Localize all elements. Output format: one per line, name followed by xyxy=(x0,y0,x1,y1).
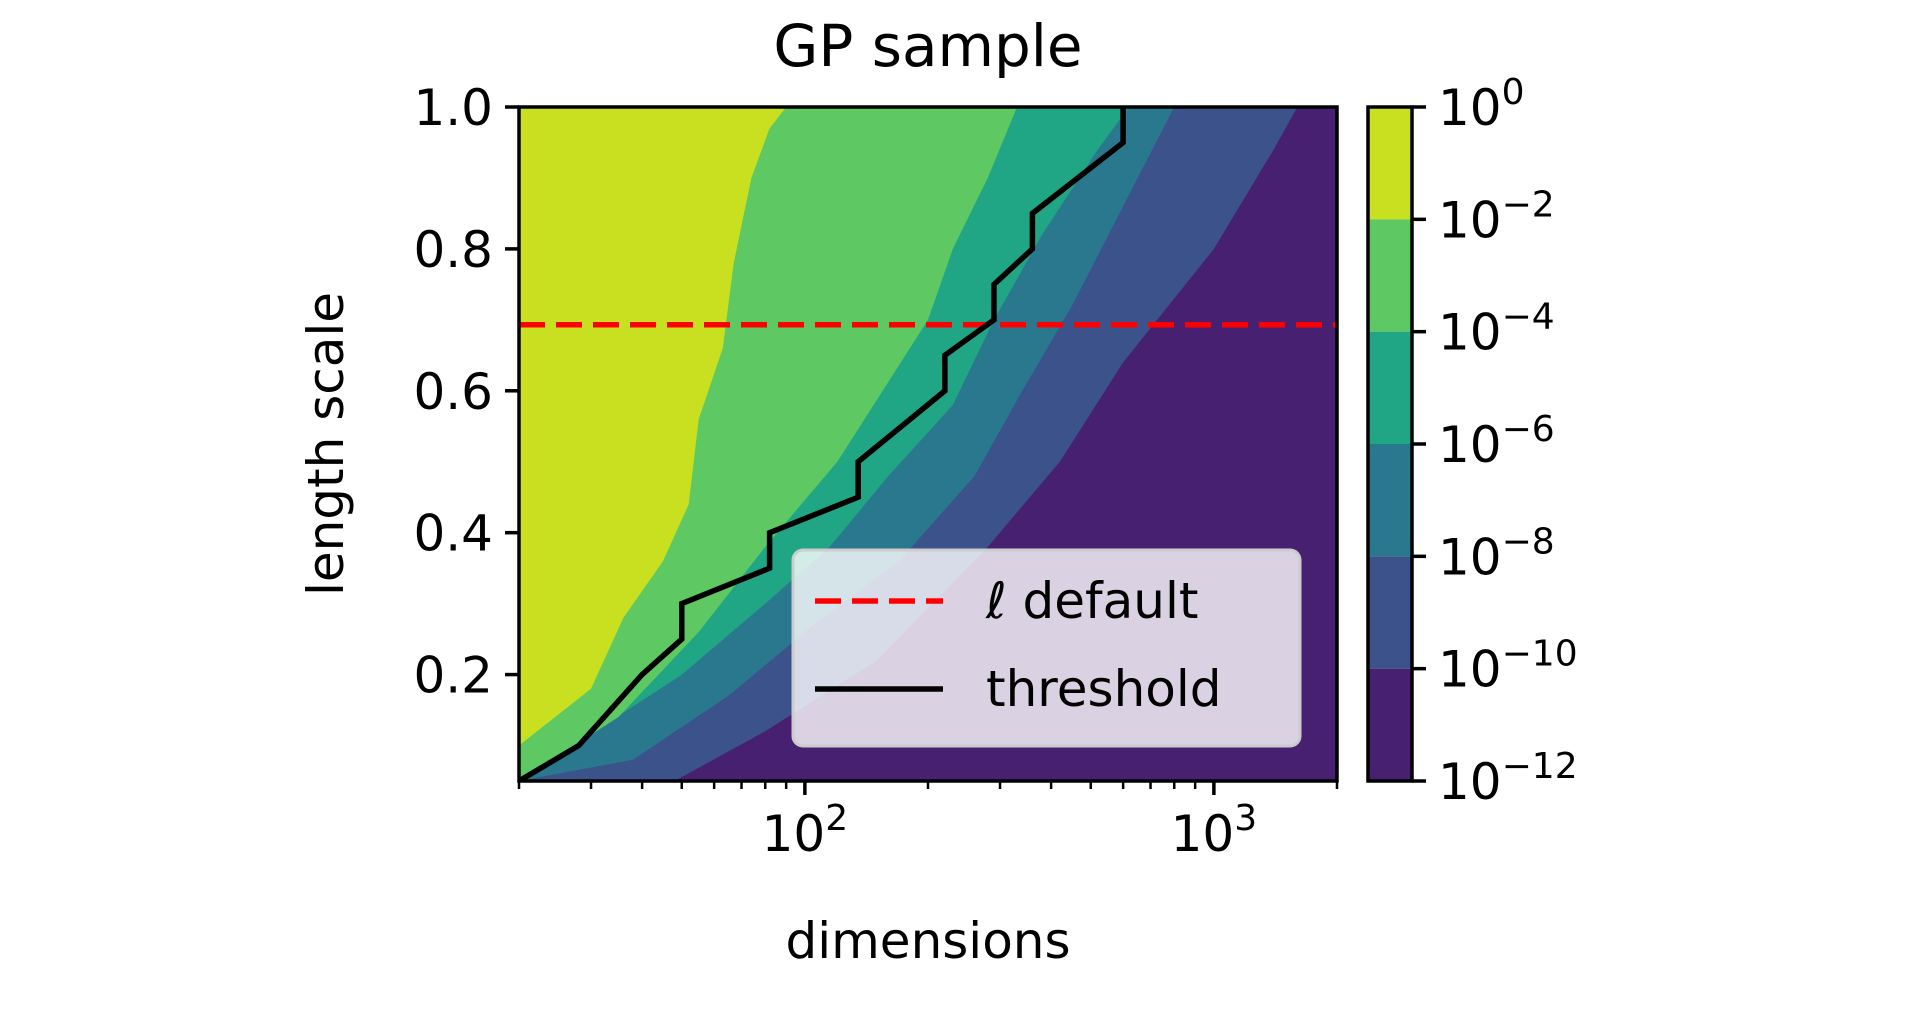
x-tick-label: 103 xyxy=(1171,798,1258,863)
colorbar-band xyxy=(1368,668,1412,781)
y-tick-label: 0.2 xyxy=(413,647,493,705)
colorbar-band xyxy=(1368,331,1412,444)
y-axis-label: length scale xyxy=(297,292,355,596)
y-axis: 0.2 0.4 0.6 0.8 1.0 xyxy=(413,79,519,705)
y-tick-label: 1.0 xyxy=(413,79,493,137)
contour-region xyxy=(519,107,787,746)
colorbar-tick-label: 100 xyxy=(1438,72,1525,137)
colorbar-tick-label: 10−2 xyxy=(1438,184,1555,249)
x-axis-label: dimensions xyxy=(785,912,1070,970)
colorbar-tick-label: 10−8 xyxy=(1438,521,1555,586)
colorbar-band xyxy=(1368,219,1412,332)
legend: ℓ default threshold xyxy=(791,548,1302,748)
legend-box xyxy=(791,548,1302,748)
y-tick-label: 0.8 xyxy=(413,221,493,279)
colorbar: 100 10−2 10−4 10−6 10−8 10−10 10−12 xyxy=(1366,72,1578,811)
colorbar-tick-label: 10−6 xyxy=(1438,409,1555,474)
x-axis: 102 103 xyxy=(517,781,1339,863)
legend-label: ℓ default xyxy=(985,572,1198,630)
colorbar-tick-label: 10−10 xyxy=(1438,634,1578,699)
plot-area xyxy=(519,107,1337,781)
colorbar-band xyxy=(1368,107,1412,220)
threshold-line xyxy=(519,107,1126,781)
y-tick-label: 0.6 xyxy=(413,363,493,421)
colorbar-tick-label: 10−12 xyxy=(1438,746,1578,811)
colorbar-band xyxy=(1368,556,1412,669)
y-tick-label: 0.4 xyxy=(413,505,493,563)
x-tick-label: 102 xyxy=(762,798,849,863)
chart-title: GP sample xyxy=(773,12,1082,80)
legend-label: threshold xyxy=(986,660,1221,718)
colorbar-tick-label: 10−4 xyxy=(1438,297,1555,362)
colorbar-band xyxy=(1368,444,1412,557)
